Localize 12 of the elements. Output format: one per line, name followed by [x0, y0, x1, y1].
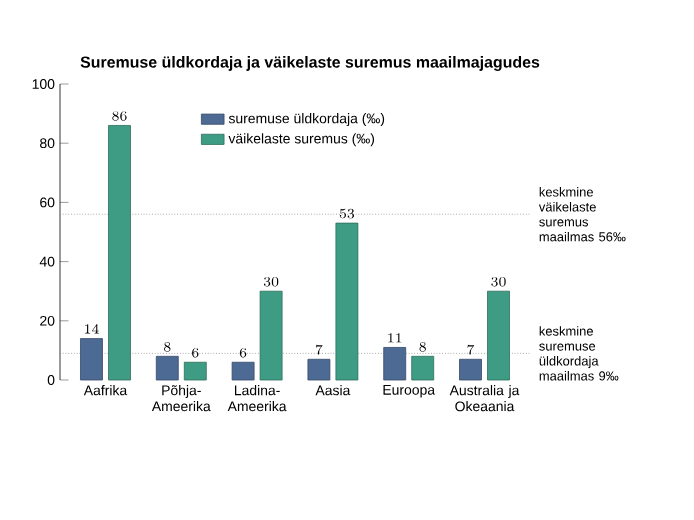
bar [259, 290, 283, 381]
bar [108, 125, 131, 381]
bar [411, 355, 435, 381]
bar [155, 355, 179, 381]
bar [183, 361, 207, 381]
bar [335, 222, 359, 381]
bar [307, 358, 331, 381]
bar [80, 338, 103, 381]
bar [459, 358, 482, 381]
bar [383, 347, 407, 381]
bar [231, 361, 255, 381]
bar [487, 290, 510, 381]
